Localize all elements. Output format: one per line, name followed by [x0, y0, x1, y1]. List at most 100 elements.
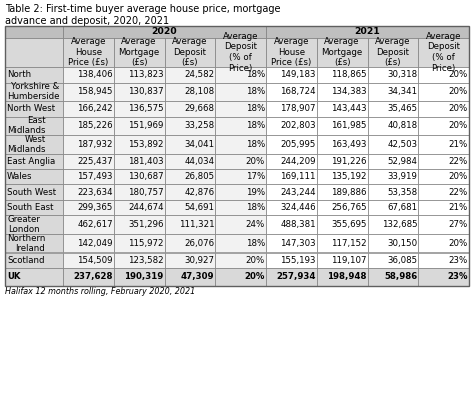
Bar	[367, 169, 418, 184]
Text: 190,319: 190,319	[124, 272, 164, 281]
Bar	[367, 135, 418, 154]
Bar	[215, 101, 266, 117]
Text: 18%: 18%	[246, 87, 265, 96]
Text: 178,907: 178,907	[280, 104, 316, 113]
Text: 488,381: 488,381	[280, 220, 316, 229]
Text: Average
Deposit
(% of
Price): Average Deposit (% of Price)	[223, 32, 258, 73]
Bar	[5, 215, 63, 234]
Text: 149,183: 149,183	[280, 70, 316, 79]
Text: East
Midlands: East Midlands	[7, 116, 46, 135]
Bar	[63, 101, 114, 117]
Bar	[215, 135, 266, 154]
Text: 18%: 18%	[246, 140, 265, 149]
Text: 138,406: 138,406	[77, 70, 113, 79]
Text: 21%: 21%	[449, 203, 468, 212]
Text: 187,932: 187,932	[77, 140, 113, 149]
Bar	[215, 38, 266, 67]
Bar	[317, 253, 367, 268]
Bar	[63, 38, 114, 67]
Bar	[367, 83, 418, 101]
Text: 151,969: 151,969	[128, 121, 164, 130]
Text: Table 2: First-time buyer average house price, mortgage
advance and deposit, 202: Table 2: First-time buyer average house …	[5, 4, 281, 26]
Bar	[215, 184, 266, 200]
Text: 23%: 23%	[449, 256, 468, 265]
Bar	[114, 253, 164, 268]
Bar	[63, 184, 114, 200]
Text: 30,150: 30,150	[387, 239, 417, 248]
Bar	[418, 200, 469, 215]
Text: 168,724: 168,724	[280, 87, 316, 96]
Bar	[5, 154, 63, 169]
Bar	[367, 268, 418, 286]
Text: 132,685: 132,685	[382, 220, 417, 229]
Text: 462,617: 462,617	[77, 220, 113, 229]
Text: 44,034: 44,034	[184, 157, 214, 166]
Text: 355,695: 355,695	[331, 220, 366, 229]
Text: Northern
Ireland: Northern Ireland	[7, 233, 46, 253]
Bar	[266, 253, 317, 268]
Bar	[114, 200, 164, 215]
Text: 20%: 20%	[449, 87, 468, 96]
Text: 27%: 27%	[449, 220, 468, 229]
Bar	[164, 83, 215, 101]
Bar	[266, 117, 317, 135]
Bar	[5, 200, 63, 215]
Bar	[164, 268, 215, 286]
Bar	[114, 268, 164, 286]
Bar	[114, 135, 164, 154]
Bar	[418, 38, 469, 67]
Text: Average
House
Price (£s): Average House Price (£s)	[68, 37, 109, 67]
Bar	[266, 38, 317, 67]
Bar	[114, 169, 164, 184]
Text: Average
Mortgage
(£s): Average Mortgage (£s)	[321, 37, 363, 67]
Bar	[418, 253, 469, 268]
Text: 42,503: 42,503	[387, 140, 417, 149]
Bar	[5, 38, 63, 67]
Text: 30,318: 30,318	[387, 70, 417, 79]
Bar	[317, 117, 367, 135]
Bar	[63, 67, 114, 83]
Bar	[114, 184, 164, 200]
Text: 180,757: 180,757	[128, 188, 164, 197]
Bar	[418, 117, 469, 135]
Bar	[266, 83, 317, 101]
Bar	[5, 117, 63, 135]
Bar	[164, 234, 215, 253]
Bar	[266, 215, 317, 234]
Text: 130,687: 130,687	[128, 172, 164, 181]
Bar	[418, 184, 469, 200]
Text: 256,765: 256,765	[331, 203, 366, 212]
Bar	[5, 184, 63, 200]
Text: 113,823: 113,823	[128, 70, 164, 79]
Bar	[114, 67, 164, 83]
Text: 163,493: 163,493	[331, 140, 366, 149]
Text: 202,803: 202,803	[280, 121, 316, 130]
Text: 24,582: 24,582	[184, 70, 214, 79]
Text: 117,152: 117,152	[331, 239, 366, 248]
Text: 324,446: 324,446	[280, 203, 316, 212]
Text: 26,076: 26,076	[184, 239, 214, 248]
Text: 42,876: 42,876	[184, 188, 214, 197]
Text: East Anglia: East Anglia	[7, 157, 55, 166]
Text: 143,443: 143,443	[331, 104, 366, 113]
Bar	[367, 200, 418, 215]
Text: Average
Deposit
(% of
Price): Average Deposit (% of Price)	[426, 32, 461, 73]
Text: 21%: 21%	[449, 140, 468, 149]
Text: 147,303: 147,303	[280, 239, 316, 248]
Text: 118,865: 118,865	[331, 70, 366, 79]
Text: 20%: 20%	[449, 121, 468, 130]
Bar	[63, 154, 114, 169]
Bar	[114, 215, 164, 234]
Text: 123,582: 123,582	[128, 256, 164, 265]
Text: 22%: 22%	[449, 157, 468, 166]
Text: 34,341: 34,341	[387, 87, 417, 96]
Text: Wales: Wales	[7, 172, 33, 181]
Text: 135,192: 135,192	[331, 172, 366, 181]
Text: Scotland: Scotland	[7, 256, 45, 265]
Bar	[266, 268, 317, 286]
Text: 351,296: 351,296	[128, 220, 164, 229]
Text: 2020: 2020	[152, 27, 177, 36]
Bar	[5, 26, 469, 286]
Text: 20%: 20%	[449, 172, 468, 181]
Bar	[63, 253, 114, 268]
